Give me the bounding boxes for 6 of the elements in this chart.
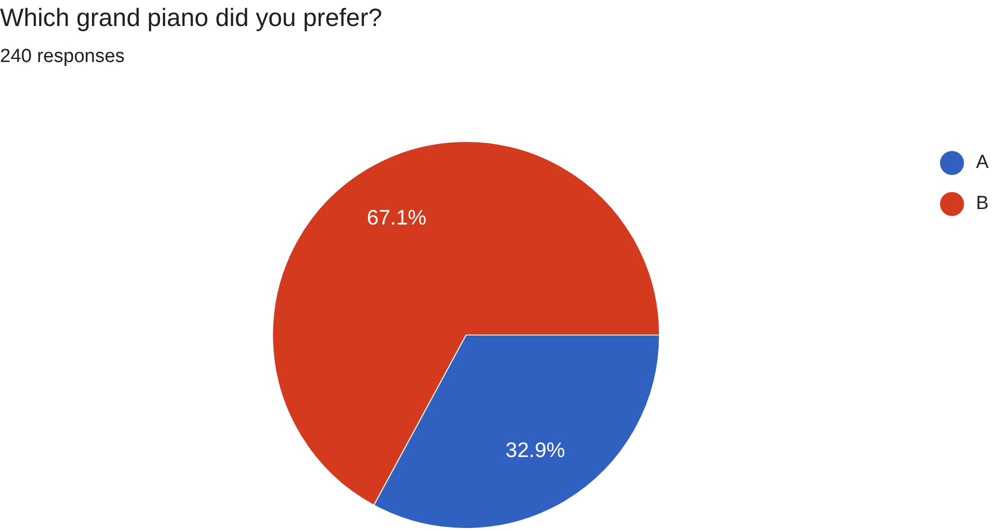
legend-label: A — [976, 152, 989, 174]
legend-label: B — [976, 192, 989, 214]
text: 240 responses — [0, 46, 125, 68]
data-label: 32.9% — [506, 439, 566, 462]
data-label: 67.1% — [366, 206, 426, 230]
chart-title: Which grand piano did you prefer? — [0, 4, 382, 33]
